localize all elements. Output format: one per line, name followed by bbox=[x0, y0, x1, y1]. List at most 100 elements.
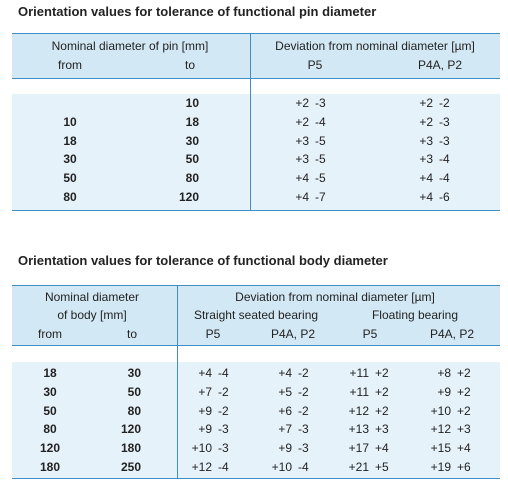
value: +3 bbox=[419, 133, 433, 148]
value: -4 bbox=[439, 152, 450, 167]
value: +6 bbox=[457, 460, 471, 474]
value: +5 bbox=[278, 384, 292, 399]
header: P4A, P2 bbox=[270, 327, 316, 341]
bottom-rule bbox=[12, 210, 500, 211]
to: 250 bbox=[120, 460, 141, 474]
table-title: Orientation values for tolerance of func… bbox=[18, 253, 388, 268]
value: +2 bbox=[457, 403, 471, 418]
value: -3 bbox=[439, 133, 450, 148]
value: +4 bbox=[295, 171, 309, 186]
header: Nominal diameter of pin [mm] bbox=[51, 39, 209, 53]
to: 80 bbox=[127, 403, 141, 418]
value: +4 bbox=[295, 190, 309, 204]
value: -4 bbox=[218, 366, 229, 380]
value: -3 bbox=[315, 96, 326, 110]
value: -4 bbox=[315, 114, 326, 129]
to: 180 bbox=[120, 441, 141, 456]
value: -3 bbox=[218, 441, 229, 456]
value: -5 bbox=[315, 152, 326, 167]
value: +10 bbox=[430, 403, 451, 418]
header: Straight seated bearing bbox=[193, 308, 319, 322]
from: 50 bbox=[43, 403, 57, 418]
col-divider bbox=[177, 285, 178, 478]
value: -5 bbox=[315, 171, 326, 186]
value: -2 bbox=[218, 384, 229, 399]
header-rule bbox=[12, 78, 500, 79]
to: 50 bbox=[185, 152, 199, 167]
to: 30 bbox=[127, 366, 141, 380]
value: +6 bbox=[278, 403, 292, 418]
value: +4 bbox=[375, 441, 389, 456]
header: to bbox=[126, 327, 137, 341]
from: 18 bbox=[63, 133, 77, 148]
value: +10 bbox=[271, 460, 292, 474]
from: 180 bbox=[39, 460, 61, 474]
from: 10 bbox=[63, 114, 77, 129]
header: P4A, P2 bbox=[429, 327, 475, 341]
value: +3 bbox=[375, 422, 389, 437]
body-bg bbox=[12, 94, 500, 210]
header-bg bbox=[12, 285, 500, 345]
value: +4 bbox=[419, 190, 433, 204]
header: Floating bearing bbox=[371, 308, 459, 322]
value: -2 bbox=[218, 403, 229, 418]
col-divider bbox=[250, 33, 251, 210]
value: -5 bbox=[315, 133, 326, 148]
value: +12 bbox=[191, 460, 212, 474]
value: -4 bbox=[439, 171, 450, 186]
value: +3 bbox=[457, 422, 471, 437]
value: +7 bbox=[198, 384, 212, 399]
value: +9 bbox=[198, 403, 212, 418]
header: to bbox=[184, 58, 195, 72]
value: +4 bbox=[198, 366, 212, 380]
value: +2 bbox=[375, 384, 389, 399]
value: +9 bbox=[437, 384, 451, 399]
value: +12 bbox=[348, 403, 369, 418]
value: +10 bbox=[191, 441, 212, 456]
value: +4 bbox=[278, 366, 292, 380]
to: 50 bbox=[127, 384, 141, 399]
header-bg bbox=[12, 33, 500, 78]
value: -3 bbox=[298, 422, 309, 437]
header: P4A, P2 bbox=[417, 58, 463, 72]
value: +2 bbox=[375, 366, 389, 380]
value: +4 bbox=[419, 171, 433, 186]
value: +2 bbox=[419, 114, 433, 129]
value: -2 bbox=[298, 366, 309, 380]
value: +17 bbox=[348, 441, 369, 456]
from: 120 bbox=[39, 441, 61, 456]
value: +15 bbox=[430, 441, 451, 456]
header: Deviation from nominal diameter [µm] bbox=[275, 39, 475, 53]
from: 80 bbox=[43, 422, 57, 437]
top-rule bbox=[12, 285, 500, 286]
top-rule bbox=[12, 33, 500, 34]
value: +3 bbox=[295, 152, 309, 167]
value: +2 bbox=[419, 96, 433, 110]
value: +11 bbox=[349, 384, 369, 399]
from: 30 bbox=[43, 384, 57, 399]
value: +12 bbox=[430, 422, 451, 437]
value: -3 bbox=[439, 114, 450, 129]
header: P5 bbox=[362, 327, 378, 341]
header: Deviation from nominal diameter [µm] bbox=[235, 290, 435, 304]
value: -7 bbox=[315, 190, 326, 204]
value: +7 bbox=[278, 422, 292, 437]
value: +13 bbox=[348, 422, 369, 437]
value: +11 bbox=[349, 366, 369, 380]
value: +21 bbox=[348, 460, 369, 474]
value: +5 bbox=[375, 460, 389, 474]
value: -3 bbox=[298, 441, 309, 456]
header: P5 bbox=[307, 58, 323, 72]
header-rule bbox=[12, 345, 500, 346]
to: 120 bbox=[120, 422, 141, 437]
to: 30 bbox=[185, 133, 199, 148]
from: 30 bbox=[63, 152, 77, 167]
from: 80 bbox=[63, 190, 77, 204]
value: -2 bbox=[439, 96, 450, 110]
from: 50 bbox=[63, 171, 77, 186]
to: 120 bbox=[178, 190, 199, 204]
value: -4 bbox=[298, 460, 309, 474]
value: +3 bbox=[295, 133, 309, 148]
value: +9 bbox=[278, 441, 292, 456]
value: +4 bbox=[457, 441, 471, 456]
